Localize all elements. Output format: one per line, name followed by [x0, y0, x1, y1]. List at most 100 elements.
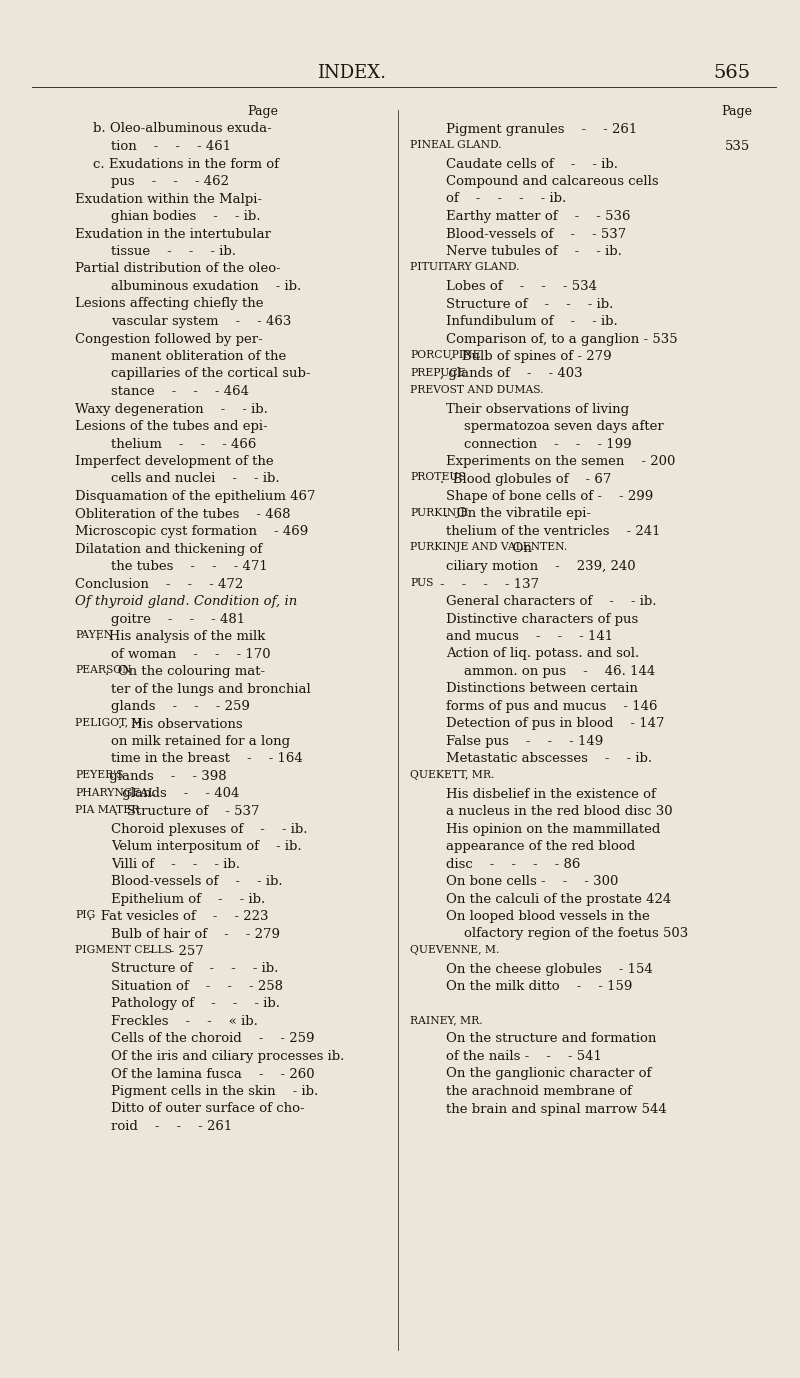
- Text: tissue    -    -    - ib.: tissue - - - ib.: [111, 245, 236, 258]
- Text: Shape of bone cells of -    - 299: Shape of bone cells of - - 299: [446, 491, 654, 503]
- Text: Detection of pus in blood    - 147: Detection of pus in blood - 147: [446, 718, 665, 730]
- Text: On the cheese globules    - 154: On the cheese globules - 154: [446, 962, 653, 976]
- Text: On: On: [504, 543, 532, 555]
- Text: disc    -    -    -    - 86: disc - - - - 86: [446, 857, 580, 871]
- Text: Lesions affecting chiefly the: Lesions affecting chiefly the: [75, 298, 263, 310]
- Text: Choroid plexuses of    -    - ib.: Choroid plexuses of - - ib.: [111, 823, 307, 835]
- Text: spermatozoa seven days after: spermatozoa seven days after: [464, 420, 664, 433]
- Text: .  On the vibratile epi-: . On the vibratile epi-: [444, 507, 591, 521]
- Text: albuminous exudation    - ib.: albuminous exudation - ib.: [111, 280, 302, 294]
- Text: -    -    -    - 137: - - - - 137: [423, 577, 539, 591]
- Text: .  Bulb of spines of - 279: . Bulb of spines of - 279: [449, 350, 611, 362]
- Text: .  His observations: . His observations: [118, 718, 242, 730]
- Text: b. Oleo-albuminous exuda-: b. Oleo-albuminous exuda-: [93, 123, 272, 135]
- Text: Compound and calcareous cells: Compound and calcareous cells: [446, 175, 658, 187]
- Text: Earthy matter of    -    - 536: Earthy matter of - - 536: [446, 209, 630, 223]
- Text: Bulb of hair of    -    - 279: Bulb of hair of - - 279: [111, 927, 280, 941]
- Text: Ditto of outer surface of cho-: Ditto of outer surface of cho-: [111, 1102, 305, 1116]
- Text: glands    -    -    - 259: glands - - - 259: [111, 700, 250, 712]
- Text: Lesions of the tubes and epi-: Lesions of the tubes and epi-: [75, 420, 268, 433]
- Text: 565: 565: [714, 63, 750, 83]
- Text: .  Structure of    - 537: . Structure of - 537: [114, 805, 259, 819]
- Text: Nerve tubules of    -    - ib.: Nerve tubules of - - ib.: [446, 245, 622, 258]
- Text: Exudation within the Malpi-: Exudation within the Malpi-: [75, 193, 262, 205]
- Text: PAYEN: PAYEN: [75, 630, 113, 639]
- Text: .  Blood globules of    - 67: . Blood globules of - 67: [440, 473, 611, 485]
- Text: appearance of the red blood: appearance of the red blood: [446, 841, 635, 853]
- Text: Of the iris and ciliary processes ib.: Of the iris and ciliary processes ib.: [111, 1050, 344, 1062]
- Text: Distinctions between certain: Distinctions between certain: [446, 682, 638, 696]
- Text: 535: 535: [725, 141, 750, 153]
- Text: PIA MATER: PIA MATER: [75, 805, 139, 814]
- Text: thelium of the ventricles    - 241: thelium of the ventricles - 241: [446, 525, 661, 537]
- Text: Infundibulum of    -    - ib.: Infundibulum of - - ib.: [446, 316, 618, 328]
- Text: PEARSON: PEARSON: [75, 666, 131, 675]
- Text: PUS: PUS: [410, 577, 434, 587]
- Text: Action of liq. potass. and sol.: Action of liq. potass. and sol.: [446, 648, 639, 660]
- Text: Their observations of living: Their observations of living: [446, 402, 629, 416]
- Text: PITUITARY GLAND.: PITUITARY GLAND.: [410, 262, 519, 273]
- Text: the brain and spinal marrow 544: the brain and spinal marrow 544: [446, 1102, 666, 1116]
- Text: Dilatation and thickening of: Dilatation and thickening of: [75, 543, 262, 555]
- Text: glands    -    - 398: glands - - 398: [105, 770, 226, 783]
- Text: QUEVENNE, M.: QUEVENNE, M.: [410, 945, 499, 955]
- Text: Imperfect development of the: Imperfect development of the: [75, 455, 274, 469]
- Text: Metastatic abscesses    -    - ib.: Metastatic abscesses - - ib.: [446, 752, 652, 766]
- Text: c. Exudations in the form of: c. Exudations in the form of: [93, 157, 279, 171]
- Text: -    - 257: - - 257: [130, 945, 203, 958]
- Text: of the nails -    -    - 541: of the nails - - - 541: [446, 1050, 602, 1062]
- Text: Structure of    -    -    - ib.: Structure of - - - ib.: [111, 962, 278, 976]
- Text: the arachnoid membrane of: the arachnoid membrane of: [446, 1084, 632, 1098]
- Text: Disquamation of the epithelium 467: Disquamation of the epithelium 467: [75, 491, 315, 503]
- Text: On the ganglionic character of: On the ganglionic character of: [446, 1068, 651, 1080]
- Text: On looped blood vessels in the: On looped blood vessels in the: [446, 909, 650, 923]
- Text: .  His analysis of the milk: . His analysis of the milk: [97, 630, 266, 644]
- Text: Velum interpositum of    - ib.: Velum interpositum of - ib.: [111, 841, 302, 853]
- Text: On bone cells -    -    - 300: On bone cells - - - 300: [446, 875, 618, 887]
- Text: vascular system    -    - 463: vascular system - - 463: [111, 316, 291, 328]
- Text: PURKINJE AND VALENTEN.: PURKINJE AND VALENTEN.: [410, 543, 567, 553]
- Text: Distinctive characters of pus: Distinctive characters of pus: [446, 612, 638, 626]
- Text: PELIGOT, M: PELIGOT, M: [75, 718, 142, 728]
- Text: False pus    -    -    - 149: False pus - - - 149: [446, 734, 603, 748]
- Text: PORCUPINE: PORCUPINE: [410, 350, 481, 360]
- Text: Caudate cells of    -    - ib.: Caudate cells of - - ib.: [446, 157, 618, 171]
- Text: On the structure and formation: On the structure and formation: [446, 1032, 656, 1046]
- Text: time in the breast    -    - 164: time in the breast - - 164: [111, 752, 302, 766]
- Text: On the calculi of the prostate 424: On the calculi of the prostate 424: [446, 893, 671, 905]
- Text: Page: Page: [247, 105, 278, 119]
- Text: Pathology of    -    -    - ib.: Pathology of - - - ib.: [111, 998, 280, 1010]
- Text: INDEX.: INDEX.: [318, 63, 386, 83]
- Text: Structure of    -    -    - ib.: Structure of - - - ib.: [446, 298, 614, 310]
- Text: stance    -    -    - 464: stance - - - 464: [111, 384, 249, 398]
- Text: of woman    -    -    - 170: of woman - - - 170: [111, 648, 270, 660]
- Text: PREVOST AND DUMAS.: PREVOST AND DUMAS.: [410, 384, 543, 395]
- Text: RAINEY, MR.: RAINEY, MR.: [410, 1016, 482, 1025]
- Text: His disbelief in the existence of: His disbelief in the existence of: [446, 787, 656, 801]
- Text: Blood-vessels of    -    - ib.: Blood-vessels of - - ib.: [111, 875, 282, 887]
- Text: connection    -    -    - 199: connection - - - 199: [464, 437, 632, 451]
- Text: Partial distribution of the oleo-: Partial distribution of the oleo-: [75, 262, 281, 276]
- Text: capillaries of the cortical sub-: capillaries of the cortical sub-: [111, 368, 310, 380]
- Text: On the milk ditto    -    - 159: On the milk ditto - - 159: [446, 980, 632, 994]
- Text: goitre    -    -    - 481: goitre - - - 481: [111, 612, 245, 626]
- Text: thelium    -    -    - 466: thelium - - - 466: [111, 437, 256, 451]
- Text: Congestion followed by per-: Congestion followed by per-: [75, 332, 262, 346]
- Text: Pigment cells in the skin    - ib.: Pigment cells in the skin - ib.: [111, 1084, 318, 1098]
- Text: ammon. on pus    -    46. 144: ammon. on pus - 46. 144: [464, 666, 655, 678]
- Text: Lobes of    -    -    - 534: Lobes of - - - 534: [446, 280, 597, 294]
- Text: Experiments on the semen    - 200: Experiments on the semen - 200: [446, 455, 675, 469]
- Text: His opinion on the mammillated: His opinion on the mammillated: [446, 823, 660, 835]
- Text: PHARYNGEAL: PHARYNGEAL: [75, 787, 155, 798]
- Text: roid    -    -    - 261: roid - - - 261: [111, 1120, 232, 1133]
- Text: , glands of    -    - 403: , glands of - - 403: [440, 368, 582, 380]
- Text: Microscopic cyst formation    - 469: Microscopic cyst formation - 469: [75, 525, 308, 537]
- Text: Freckles    -    -    « ib.: Freckles - - « ib.: [111, 1016, 258, 1028]
- Text: on milk retained for a long: on milk retained for a long: [111, 734, 290, 748]
- Text: Pigment granules    -    - 261: Pigment granules - - 261: [446, 123, 638, 135]
- Text: PEYER'S: PEYER'S: [75, 770, 123, 780]
- Text: Cells of the choroid    -    - 259: Cells of the choroid - - 259: [111, 1032, 314, 1046]
- Text: pus    -    -    - 462: pus - - - 462: [111, 175, 229, 187]
- Text: Villi of    -    -    - ib.: Villi of - - - ib.: [111, 857, 240, 871]
- Text: General characters of    -    - ib.: General characters of - - ib.: [446, 595, 657, 608]
